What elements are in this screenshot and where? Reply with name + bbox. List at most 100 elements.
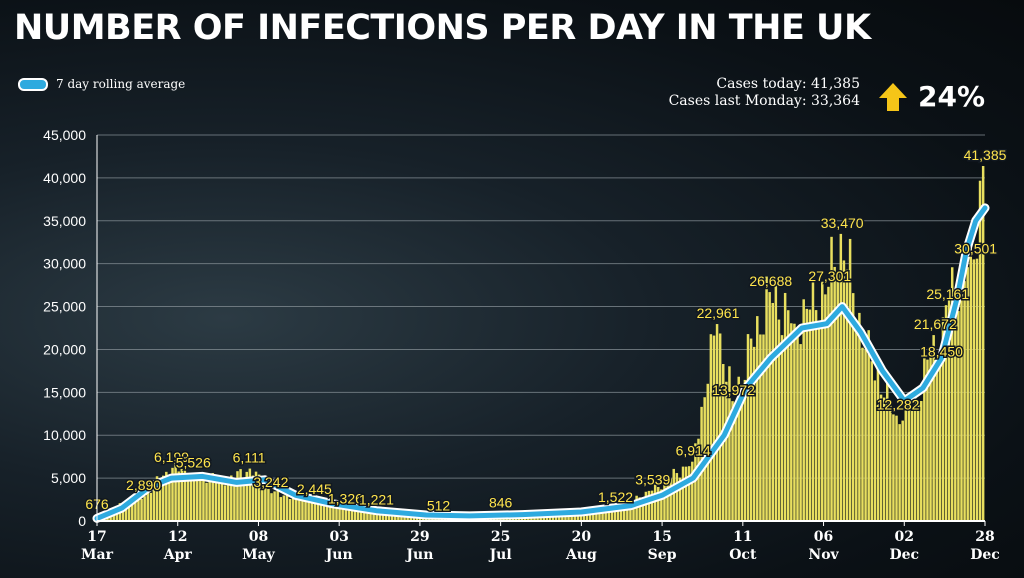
daily-cases-bar [127, 501, 131, 521]
daily-cases-bar [353, 510, 357, 521]
data-label: 2,445 [297, 481, 332, 497]
x-tick-month: May [242, 547, 276, 563]
daily-cases-bar [622, 506, 626, 521]
data-label: 33,470 [821, 215, 864, 231]
daily-cases-bar [842, 260, 846, 521]
daily-cases-bar [882, 397, 886, 521]
data-label: 30,501 [954, 240, 997, 256]
data-label: 12,282 [877, 397, 920, 413]
data-label: 18,450 [920, 344, 963, 360]
daily-cases-bar [650, 490, 654, 521]
cases-today: Cases today: 41,385 [716, 76, 860, 92]
daily-cases-bar [926, 359, 929, 521]
daily-cases-bar [332, 504, 335, 521]
daily-cases-bar [694, 443, 697, 521]
rolling-average-layer [92, 203, 990, 523]
daily-cases-bar [375, 510, 378, 521]
daily-cases-bar [966, 267, 969, 521]
daily-cases-bar [137, 495, 140, 521]
daily-cases-bar [174, 461, 177, 521]
data-label: 512 [427, 498, 451, 514]
daily-cases-bar [369, 509, 372, 521]
daily-cases-bar [920, 401, 923, 521]
daily-cases-bar [830, 236, 833, 521]
daily-cases-bar [752, 346, 756, 521]
daily-cases-bar [341, 508, 344, 521]
daily-cases-bar [335, 507, 338, 521]
daily-cases-bar [360, 509, 363, 521]
daily-cases-bar [400, 514, 403, 521]
data-label: 3,242 [253, 474, 288, 490]
x-tick-month: Dec [889, 547, 919, 563]
daily-cases-bar [799, 344, 802, 521]
daily-cases-bar [969, 228, 973, 521]
daily-cases-bar [632, 500, 635, 521]
daily-cases-bar [223, 485, 227, 521]
daily-cases-bar [604, 510, 607, 521]
daily-cases-bar [839, 233, 843, 521]
x-tick-day: 20 [572, 529, 592, 545]
change-percent: 24% [918, 80, 986, 113]
y-tick-label: 35,000 [43, 213, 86, 229]
daily-cases-bar [350, 508, 354, 521]
daily-cases-bar [282, 495, 286, 521]
daily-cases-bar [251, 475, 255, 521]
daily-cases-bar [165, 471, 168, 521]
daily-cases-bar [248, 468, 252, 521]
daily-cases-bar [322, 502, 326, 521]
daily-cases-bar [629, 499, 632, 521]
daily-cases-bar [978, 180, 982, 521]
daily-cases-bar [672, 468, 675, 521]
daily-cases-bar [616, 505, 620, 521]
daily-cases-bar [152, 484, 156, 521]
x-tick-month: Sep [648, 547, 677, 563]
daily-cases-bar [291, 494, 295, 521]
data-label: 25,161 [926, 286, 969, 302]
daily-cases-bar [793, 323, 796, 521]
daily-cases-bar [950, 267, 954, 521]
daily-cases-bar [601, 509, 604, 521]
x-tick-day: 12 [168, 529, 187, 545]
daily-cases-bar [214, 479, 218, 521]
daily-cases-bar [666, 478, 669, 521]
daily-cases-bar [230, 475, 233, 521]
daily-cases-bar [783, 292, 787, 521]
daily-cases-bar [192, 473, 196, 521]
x-tick-day: 17 [87, 529, 106, 545]
daily-cases-bar [199, 472, 202, 521]
daily-cases-bar [313, 500, 317, 521]
daily-cases-bar [180, 469, 184, 521]
daily-cases-bar [725, 381, 728, 521]
daily-cases-bar [718, 333, 722, 521]
daily-cases-bar [731, 401, 734, 521]
daily-cases-bar [836, 279, 839, 521]
daily-cases-bar [245, 471, 249, 521]
daily-cases-bar [304, 498, 307, 521]
x-tick-day: 28 [975, 529, 994, 545]
daily-cases-bar [653, 484, 657, 521]
rolling-average-outline [92, 203, 990, 523]
daily-cases-bar [647, 490, 651, 521]
daily-cases-bar [687, 466, 691, 521]
data-label: 6,199 [154, 449, 189, 465]
daily-cases-bar [338, 506, 341, 521]
daily-cases-bar [131, 502, 134, 521]
daily-cases-bar [344, 509, 348, 521]
daily-cases-bar [796, 332, 799, 521]
daily-cases-bar [743, 379, 747, 521]
y-tick-label: 10,000 [43, 427, 86, 443]
daily-cases-bar [598, 508, 601, 521]
daily-cases-bar [814, 310, 818, 521]
daily-cases-bar [171, 467, 174, 521]
daily-cases-bar [220, 475, 224, 521]
daily-cases-bar [709, 334, 713, 521]
legend-label: 7 day rolling average [56, 77, 186, 91]
daily-cases-bar [146, 491, 149, 521]
daily-cases-bar [657, 487, 660, 521]
daily-cases-bar [858, 312, 861, 521]
daily-cases-bar [675, 473, 679, 521]
data-label: 1,522 [598, 489, 633, 505]
daily-cases-bar [845, 269, 849, 521]
daily-cases-bar [638, 497, 641, 521]
